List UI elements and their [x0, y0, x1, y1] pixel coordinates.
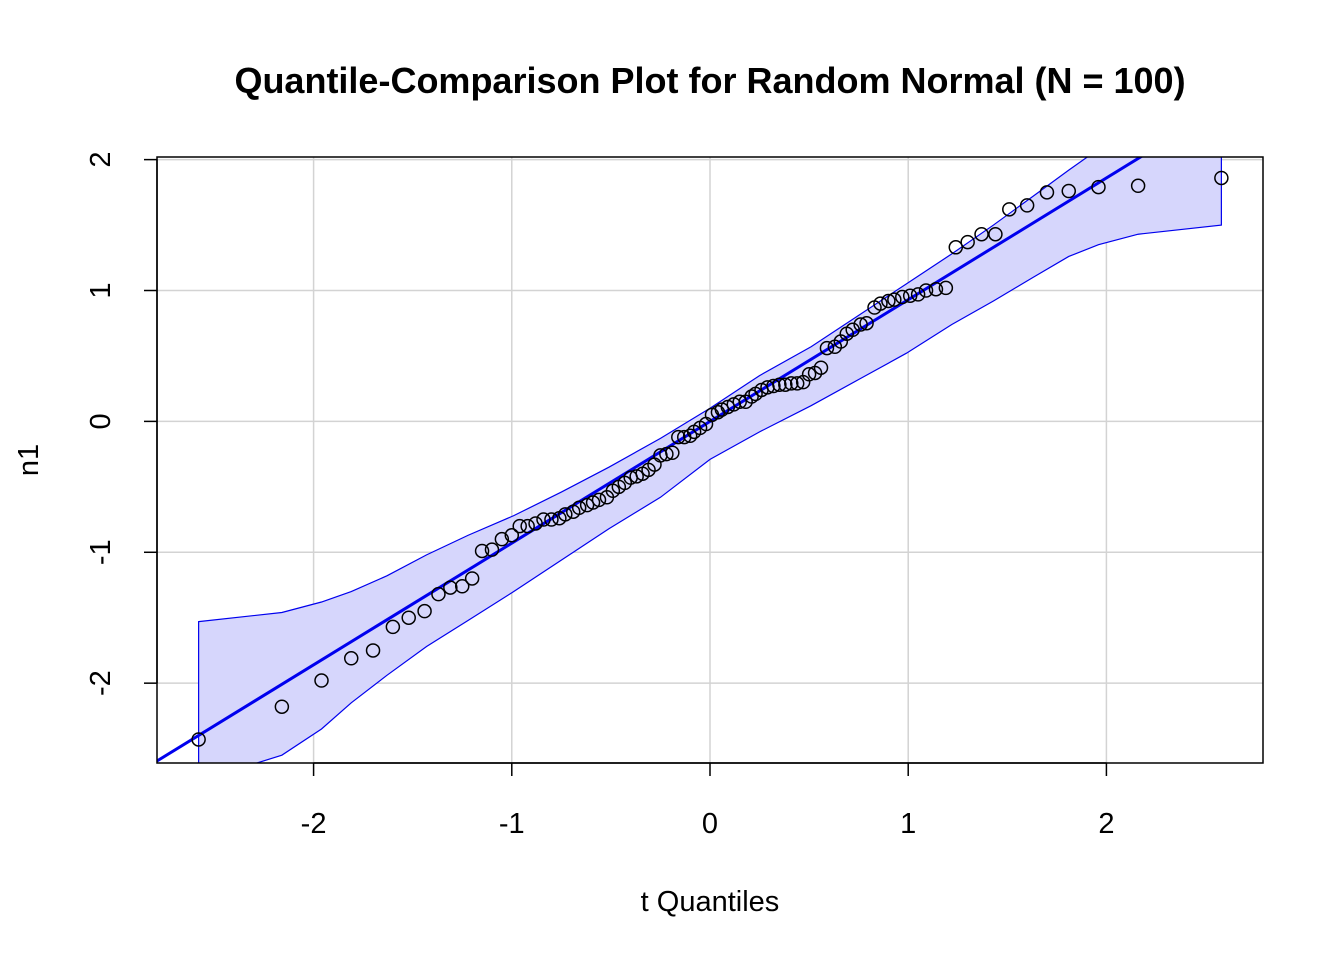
data-point [766, 378, 781, 394]
data-point [484, 542, 500, 557]
data-point [512, 518, 527, 534]
data-point [1130, 178, 1146, 194]
x-tick-label: 0 [702, 808, 718, 840]
data-point [671, 429, 686, 445]
data-point [1061, 183, 1077, 199]
data-point [682, 428, 698, 444]
data-point [343, 651, 359, 666]
data-point [474, 543, 490, 559]
data-point [1019, 198, 1035, 213]
data-point [789, 376, 805, 391]
data-point [988, 226, 1003, 242]
data-point [938, 280, 954, 296]
data-point [819, 340, 835, 356]
y-tick-label: 0 [85, 413, 117, 429]
data-point [910, 287, 926, 302]
data-point [544, 512, 559, 527]
data-point [873, 296, 888, 311]
data-point [928, 281, 944, 297]
data-point [813, 360, 829, 375]
data-point [558, 507, 573, 522]
data-point [591, 492, 607, 508]
y-tick-label: 1 [85, 282, 117, 298]
data-point [314, 673, 329, 688]
data-point [464, 571, 480, 586]
x-axis-label: t Quantiles [641, 886, 780, 918]
data-point [881, 293, 896, 309]
x-tick-label: -1 [499, 808, 525, 840]
data-point [772, 377, 787, 392]
data-point [853, 317, 868, 332]
y-axis: -2 -1 0 1 2 [85, 152, 158, 696]
data-point [1039, 185, 1055, 200]
data-point [1002, 202, 1017, 217]
data-point [895, 289, 910, 305]
data-point [274, 699, 290, 714]
data-point [417, 603, 432, 619]
y-tick-label: -2 [85, 670, 117, 696]
data-point [191, 732, 206, 747]
y-tick-label: 2 [85, 152, 117, 168]
data-point [845, 322, 860, 338]
data-points [191, 170, 1229, 747]
x-axis: -2 -1 0 1 2 [301, 762, 1114, 840]
data-point [948, 240, 964, 255]
data-point [732, 394, 747, 410]
data-point [401, 610, 416, 625]
data-point [528, 516, 543, 531]
data-point [365, 643, 381, 658]
data-point [536, 512, 551, 527]
data-point [1091, 179, 1106, 195]
confidence-band-area [198, 157, 1222, 763]
data-point [1214, 170, 1229, 186]
data-point [454, 579, 470, 594]
data-point [504, 528, 520, 543]
y-axis-label: n1 [13, 444, 45, 476]
x-tick-label: -2 [301, 808, 327, 840]
data-point [778, 377, 793, 392]
data-point [520, 518, 535, 534]
data-point [665, 445, 680, 461]
y-tick-label: -1 [85, 539, 117, 565]
data-point [902, 288, 918, 303]
data-point [887, 292, 902, 307]
data-point [431, 586, 446, 602]
data-point [801, 367, 817, 382]
chart-title: Quantile-Comparison Plot for Random Norm… [234, 60, 1185, 101]
data-point [859, 315, 874, 331]
x-tick-label: 2 [1098, 808, 1114, 840]
data-point [974, 226, 989, 242]
data-point [960, 234, 975, 250]
data-point [659, 446, 674, 462]
data-point [918, 283, 934, 298]
data-point [571, 500, 587, 516]
x-tick-label: 1 [900, 808, 916, 840]
data-point [494, 531, 510, 547]
data-point [385, 619, 401, 635]
data-point [443, 580, 458, 595]
confidence-band [198, 157, 1222, 763]
data-point [744, 389, 759, 404]
data-point [784, 376, 799, 391]
